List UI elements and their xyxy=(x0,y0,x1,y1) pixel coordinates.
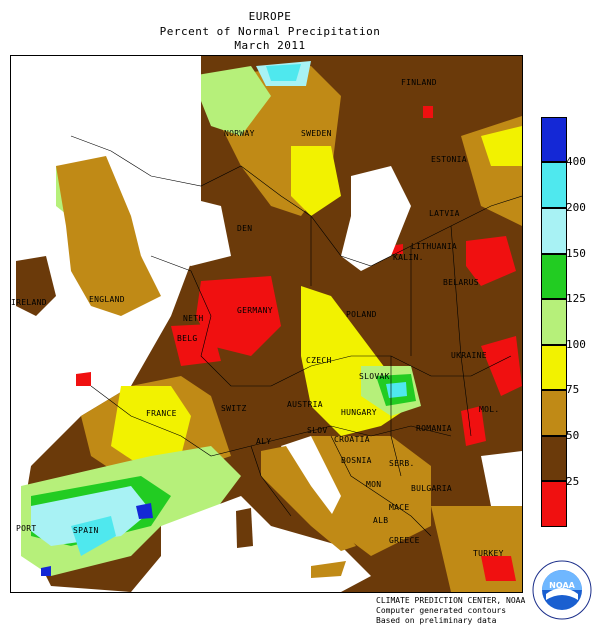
label-mace: MACE xyxy=(389,503,410,512)
label-bulgaria: BULGARIA xyxy=(411,484,452,493)
noaa-text: NOAA xyxy=(549,581,575,590)
noaa-logo: NOAA xyxy=(532,560,592,620)
label-croatia: CROATIA xyxy=(334,435,370,444)
legend-swatch-150 xyxy=(541,208,567,254)
legend-label-25: 25 xyxy=(566,475,580,488)
label-mon: MON xyxy=(366,480,382,489)
sea-north-sea xyxy=(111,196,231,266)
ireland-land xyxy=(16,256,56,316)
legend-label-50: 50 xyxy=(566,429,580,442)
label-kalin: KALIN. xyxy=(393,253,424,262)
sea-north xyxy=(11,56,201,176)
legend-swatch-400 xyxy=(541,117,567,162)
legend-swatch-0 xyxy=(541,481,567,527)
label-alb: ALB xyxy=(373,516,389,525)
legend-label-100: 100 xyxy=(566,338,586,351)
legend-label-150: 150 xyxy=(566,247,586,260)
legend-label-400: 400 xyxy=(566,155,586,168)
map-period-title: March 2011 xyxy=(234,39,306,52)
label-england: ENGLAND xyxy=(89,295,125,304)
label-greece: GREECE xyxy=(389,536,420,545)
label-belg: BELG xyxy=(177,334,198,343)
legend-label-125: 125 xyxy=(566,292,586,305)
label-slov: SLOV xyxy=(307,426,328,435)
label-hungary: HUNGARY xyxy=(341,408,377,417)
label-lithuania: LITHUANIA xyxy=(411,242,458,251)
legend-swatch-100 xyxy=(541,299,567,345)
label-ukraine: UKRAINE xyxy=(451,351,487,360)
label-norway: NORWAY xyxy=(224,129,255,138)
footer-note-data: Based on preliminary data xyxy=(376,616,497,625)
sea-black xyxy=(481,451,522,506)
map-region-title: EUROPE xyxy=(248,10,292,23)
label-belarus: BELARUS xyxy=(443,278,479,287)
noaa-seal-icon: NOAA xyxy=(532,560,592,620)
zone-75-100-estonia xyxy=(481,126,522,166)
zone-75-100-france xyxy=(111,386,191,466)
sea-adriatic xyxy=(281,436,341,516)
label-sweden: SWEDEN xyxy=(301,129,332,138)
sea-baltic xyxy=(341,166,411,271)
label-ireland: IRELAND xyxy=(11,298,47,307)
legend-label-200: 200 xyxy=(566,201,586,214)
zone-200-400-norway xyxy=(266,64,301,81)
label-latvia: LATVIA xyxy=(429,209,460,218)
label-france: FRANCE xyxy=(146,409,177,418)
label-estonia: ESTONIA xyxy=(431,155,467,164)
label-den: DEN xyxy=(237,224,253,233)
legend-swatch-75 xyxy=(541,345,567,390)
footer-credit: CLIMATE PREDICTION CENTER, NOAA xyxy=(376,596,526,605)
label-mol: MOL. xyxy=(479,405,500,414)
label-serb: SERB. xyxy=(389,459,415,468)
legend-swatch-50 xyxy=(541,390,567,436)
label-italy: ALY xyxy=(256,437,272,446)
zone-75-100-sweden xyxy=(291,146,341,216)
zone-under-25-finland xyxy=(423,106,433,118)
legend-label-75: 75 xyxy=(566,383,580,396)
zone-under-25-turkey xyxy=(481,556,516,581)
label-czech: CZECH xyxy=(306,356,332,365)
zone-over-400-spain xyxy=(136,503,153,519)
label-austria: AUSTRIA xyxy=(287,400,323,409)
zone-under-25-france-west xyxy=(76,372,91,386)
color-legend xyxy=(541,117,567,527)
zone-150-200-iberia xyxy=(31,486,151,546)
sicily-land xyxy=(311,561,346,578)
label-neth: NETH xyxy=(183,314,204,323)
zone-under-25-romania xyxy=(461,406,486,446)
zone-under-25-ukraine xyxy=(481,336,522,396)
legend-swatch-200 xyxy=(541,162,567,208)
zone-100-125-norway xyxy=(191,66,271,136)
sea-atlantic xyxy=(11,276,61,476)
label-bosnia: BOSNIA xyxy=(341,456,372,465)
legend-swatch-25 xyxy=(541,436,567,481)
zone-200-400-hungary xyxy=(386,382,407,398)
label-port: PORT xyxy=(16,524,37,533)
label-romania: ROMANIA xyxy=(416,424,452,433)
map-product-title: Percent of Normal Precipitation xyxy=(159,25,381,38)
label-poland: POLAND xyxy=(346,310,377,319)
label-spain: SPAIN xyxy=(73,526,99,535)
label-germany: GERMANY xyxy=(237,306,273,315)
zone-under-25-belarus xyxy=(466,236,516,286)
label-switz: SWITZ xyxy=(221,404,247,413)
footer-note-contours: Computer generated contours xyxy=(376,606,507,615)
sardinia-land xyxy=(236,508,253,548)
britain-land xyxy=(56,156,161,316)
label-slovak: SLOVAK xyxy=(359,372,390,381)
zone-under-25-belg xyxy=(171,324,221,366)
zone-over-400-iberia-sw xyxy=(41,566,51,576)
zone-200-400-iberia xyxy=(71,516,116,556)
precipitation-map: FINLAND NORWAY SWEDEN ESTONIA LATVIA LIT… xyxy=(10,55,523,593)
label-turkey: TURKEY xyxy=(473,549,504,558)
label-finland: FINLAND xyxy=(401,78,437,87)
italy-land xyxy=(261,446,356,551)
legend-swatch-125 xyxy=(541,254,567,299)
zone-under-25-germany xyxy=(196,276,281,356)
map-canvas xyxy=(11,56,522,592)
